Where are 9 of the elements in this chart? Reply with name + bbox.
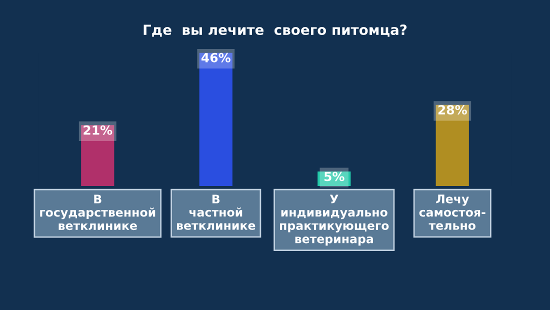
data-label: 46% xyxy=(201,52,230,62)
data-label: 5% xyxy=(324,172,344,182)
x-tick-label: У индивидуально практикующего ветеринара xyxy=(280,194,389,246)
x-tick-label: В государственной ветклинике xyxy=(40,194,156,230)
data-label: 21% xyxy=(84,125,112,135)
x-tick-label: В частной ветклинике xyxy=(177,194,256,230)
data-label: 28% xyxy=(438,105,467,115)
x-tick-label: Лечу самостоя- тельно xyxy=(419,194,486,230)
chart-title: Где вы лечите своего питомца? xyxy=(144,24,407,37)
